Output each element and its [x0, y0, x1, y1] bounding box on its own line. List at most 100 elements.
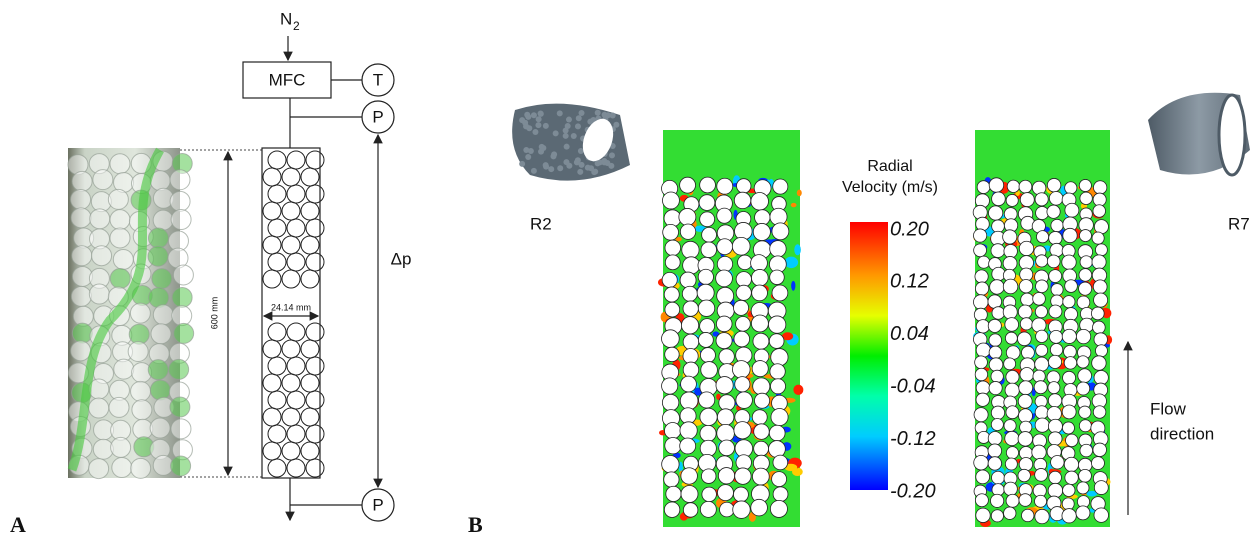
particle [1094, 293, 1108, 307]
particle [771, 349, 788, 366]
particle [736, 285, 751, 300]
particle [700, 425, 716, 441]
particle [773, 455, 788, 470]
sphere [131, 458, 151, 478]
particle [1094, 220, 1108, 234]
particle [1080, 256, 1092, 268]
sphere [110, 210, 130, 230]
particle [1079, 269, 1092, 282]
model-label: R7 [1228, 214, 1250, 233]
texture-dot [523, 123, 529, 129]
sphere [268, 151, 286, 169]
texture-dot [608, 163, 614, 169]
particle [1080, 444, 1093, 457]
particle [1079, 420, 1091, 432]
particle [1079, 230, 1091, 242]
particle [1050, 243, 1063, 256]
texture-dot [591, 169, 597, 175]
particle [700, 319, 715, 334]
particle [773, 487, 788, 502]
gas-subscript: 2 [293, 19, 300, 33]
sphere [150, 380, 170, 400]
panel-a: N 2 MFC T P 600 mm 24.14 mm Δp P A [10, 9, 411, 537]
particle [682, 241, 699, 258]
particle [989, 381, 1002, 394]
particle [1047, 205, 1060, 218]
particle [1064, 345, 1077, 358]
particle [1033, 292, 1046, 305]
sphere [268, 323, 286, 341]
colorbar-tick-label: 0.04 [890, 323, 929, 345]
sphere [71, 189, 91, 209]
sphere [287, 151, 305, 169]
particle [1091, 307, 1104, 320]
particle [717, 409, 734, 426]
particle [974, 455, 989, 470]
sphere [263, 168, 281, 186]
particle [1064, 357, 1076, 369]
particle [1036, 344, 1048, 356]
sphere [268, 357, 286, 375]
texture-dot [602, 112, 608, 118]
texture-dot [609, 152, 615, 158]
r7-model [1148, 93, 1250, 175]
particle [1019, 381, 1033, 395]
particle [680, 438, 696, 454]
particle [976, 508, 990, 522]
particle [991, 419, 1003, 431]
colorbar-title: Radial [867, 158, 912, 175]
texture-dot [575, 123, 581, 129]
particle [719, 349, 734, 364]
particle [700, 348, 715, 363]
velocity-patch [791, 281, 795, 291]
sphere [153, 305, 173, 325]
sphere [172, 287, 192, 307]
particle [1019, 241, 1033, 255]
particle [1093, 321, 1106, 334]
particle [1094, 508, 1109, 523]
particle [772, 285, 788, 301]
sphere [268, 185, 286, 203]
particle [1077, 296, 1090, 309]
sphere [92, 246, 112, 266]
particle [1020, 368, 1034, 382]
particle [751, 315, 768, 332]
particle [1021, 293, 1034, 306]
particle [1049, 270, 1062, 283]
particle [681, 485, 698, 502]
particle [1035, 193, 1048, 206]
particle [716, 316, 732, 332]
particle [992, 307, 1005, 320]
particle [1095, 345, 1107, 357]
sphere [170, 191, 190, 211]
particle [698, 332, 713, 347]
particle [1062, 405, 1076, 419]
texture-dot [535, 122, 541, 128]
colorbar-tick-label: -0.20 [890, 480, 936, 502]
sphere [148, 246, 168, 266]
particle [664, 472, 679, 487]
sphere [89, 398, 109, 418]
particle [719, 440, 735, 456]
sphere [306, 357, 324, 375]
particle [698, 269, 713, 284]
particle [662, 378, 678, 394]
particle [717, 208, 732, 223]
texture-dot [525, 154, 531, 160]
cfd-section [973, 130, 1112, 527]
sphere [110, 268, 130, 288]
particle [754, 393, 769, 408]
particle [1077, 382, 1090, 395]
sphere [111, 437, 131, 457]
sphere [263, 408, 281, 426]
particle [975, 368, 987, 380]
particle [1093, 280, 1107, 294]
particle [1077, 356, 1089, 368]
sphere [150, 418, 170, 438]
texture-dot [566, 163, 572, 169]
particle [1019, 279, 1032, 292]
particle [1020, 193, 1034, 207]
particle [1005, 383, 1019, 397]
particle [1065, 471, 1078, 484]
particle [752, 410, 767, 425]
